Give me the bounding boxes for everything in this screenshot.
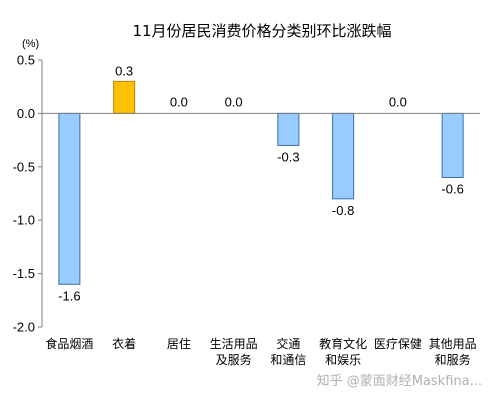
category-label: 和服务 [435, 352, 471, 367]
data-label-8: -0.6 [441, 181, 463, 196]
data-label-1: -1.6 [58, 288, 80, 303]
data-label-7: 0.0 [389, 94, 407, 109]
y-tick-label: -1.0 [13, 213, 35, 228]
data-labels: -1.6 0.3 0.0 0.0 -0.3 -0.8 0.0 -0.6 [58, 63, 464, 303]
y-axis-unit: (%) [22, 38, 39, 50]
bar-5 [277, 112, 300, 146]
category-label: 交通 [276, 336, 300, 351]
y-tick-label: 0.0 [17, 106, 35, 121]
bar-1 [58, 112, 81, 285]
category-label: 其他用品 [429, 337, 477, 351]
category-label: 及服务 [216, 352, 252, 367]
y-axis-ticks: 0.5 0.0 -0.5 -1.0 -1.5 -2.0 [13, 53, 42, 335]
data-label-2: 0.3 [115, 63, 133, 78]
bars [58, 80, 464, 285]
data-label-4: 0.0 [225, 94, 243, 109]
watermark-text: 知乎 @蒙面财经Maskfina... [317, 373, 482, 389]
bar-6 [332, 112, 355, 200]
data-label-6: -0.8 [332, 203, 354, 218]
y-tick-label: -2.0 [13, 320, 35, 335]
data-label-3: 0.0 [170, 94, 188, 109]
y-tick-label: 0.5 [17, 53, 35, 68]
category-label: 和通信 [270, 353, 306, 367]
category-label: 衣着 [112, 336, 136, 351]
chart-title: 11月份居民消费价格分类别环比涨跌幅 [132, 22, 391, 40]
y-tick-label: -1.5 [13, 266, 35, 281]
y-tick-label: -0.5 [13, 159, 35, 174]
category-label: 教育文化 [319, 336, 367, 351]
bar-8 [441, 112, 464, 178]
data-label-5: -0.3 [277, 149, 299, 164]
category-label: 生活用品 [210, 337, 258, 351]
category-label: 食品烟酒 [45, 336, 93, 351]
category-label: 医疗保健 [374, 337, 422, 351]
category-label: 居住 [167, 337, 191, 351]
bar-2 [113, 80, 136, 114]
category-label: 和娱乐 [325, 353, 361, 367]
